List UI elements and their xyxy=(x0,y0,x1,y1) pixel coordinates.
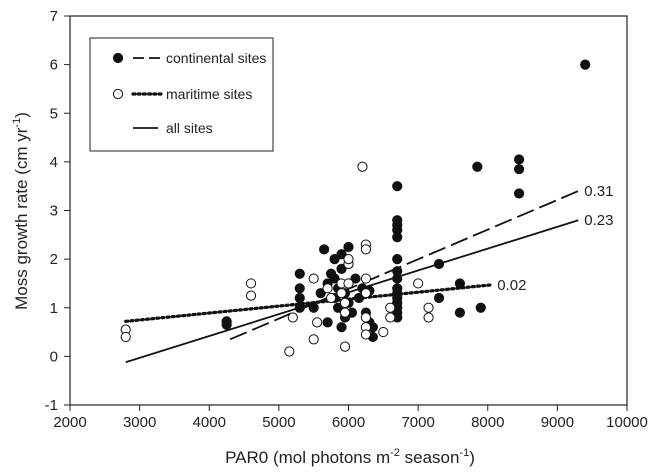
maritime-point xyxy=(339,341,351,352)
maritime-point xyxy=(308,273,319,284)
maritime-point xyxy=(423,302,434,313)
y-tick-label: 3 xyxy=(50,203,58,220)
x-tick-label: 6000 xyxy=(332,414,365,431)
continental-point xyxy=(433,258,445,270)
continental-point xyxy=(329,273,340,284)
maritime-point xyxy=(385,302,396,313)
continental-point xyxy=(315,288,326,299)
continental-point xyxy=(308,302,319,313)
legend: continental sites maritime sites all sites xyxy=(89,37,274,152)
continental-point xyxy=(433,292,445,304)
maritime-point xyxy=(343,278,354,289)
y-axis-title: Moss growth rate (cm yr-1) xyxy=(11,112,31,310)
continental-point xyxy=(513,164,525,175)
continental-point xyxy=(454,307,465,318)
maritime-point xyxy=(245,278,257,289)
legend-marker xyxy=(112,88,124,100)
x-axis-title: PAR0 (mol photons m-2 season-1) xyxy=(225,447,475,467)
legend-label: continental sites xyxy=(166,50,266,66)
maritime-point xyxy=(120,331,131,343)
y-tick-label: 0 xyxy=(50,348,58,365)
continental-point xyxy=(319,244,330,255)
trendline-label: 0.31 xyxy=(584,183,613,200)
x-tick-label: 5000 xyxy=(262,414,295,431)
continental-point xyxy=(513,154,525,165)
x-tick-label: 3000 xyxy=(123,414,156,431)
data-points xyxy=(120,59,591,357)
continental-point xyxy=(454,278,465,289)
continental-point xyxy=(332,302,344,313)
continental-point xyxy=(294,268,305,279)
maritime-point xyxy=(360,329,372,340)
continental-point xyxy=(513,188,525,199)
trendline-labels: 0.31 0.02 0.23 xyxy=(497,183,613,294)
continental-point xyxy=(294,283,305,294)
continental-point xyxy=(343,241,354,253)
continental-point xyxy=(350,273,361,284)
trendlines xyxy=(124,190,579,364)
trendline-solid xyxy=(125,219,579,364)
legend-label: all sites xyxy=(166,120,213,136)
maritime-point xyxy=(339,307,351,318)
y-tick-label: 5 xyxy=(50,105,58,122)
maritime-point xyxy=(308,334,319,345)
x-tick-label: 9000 xyxy=(541,414,574,431)
continental-point xyxy=(336,249,347,260)
axis-ticks: 2000 3000 4000 5000 6000 7000 8000 9000 10000 -1 0… xyxy=(45,8,648,431)
y-tick-label: -1 xyxy=(45,397,58,414)
maritime-point xyxy=(287,312,298,323)
maritime-point xyxy=(325,292,337,304)
continental-point xyxy=(392,181,403,192)
y-tick-label: 4 xyxy=(50,154,58,171)
continental-point xyxy=(322,317,333,328)
maritime-point xyxy=(360,312,372,323)
x-tick-label: 8000 xyxy=(471,414,504,431)
maritime-point xyxy=(245,290,257,301)
continental-point xyxy=(329,254,340,265)
y-tick-label: 7 xyxy=(50,8,58,25)
maritime-point xyxy=(423,312,434,323)
maritime-point xyxy=(360,288,372,299)
y-tick-label: 6 xyxy=(50,57,58,74)
legend-label: maritime sites xyxy=(166,86,252,102)
maritime-point xyxy=(322,283,333,294)
continental-point xyxy=(294,302,305,313)
y-tick-label: 2 xyxy=(50,251,58,268)
continental-point xyxy=(392,273,403,284)
continental-point xyxy=(580,59,591,70)
maritime-point xyxy=(284,346,295,357)
maritime-point xyxy=(360,273,372,284)
continental-point xyxy=(336,322,347,333)
maritime-point xyxy=(336,288,347,299)
continental-point xyxy=(392,254,403,265)
maritime-point xyxy=(360,244,372,255)
x-tick-label: 10000 xyxy=(606,414,648,431)
maritime-point xyxy=(312,317,323,328)
maritime-point xyxy=(339,297,351,308)
trendline-label: 0.23 xyxy=(584,212,613,229)
trendline-label: 0.02 xyxy=(497,277,526,294)
trendline-dashed xyxy=(229,190,579,341)
continental-point xyxy=(294,292,305,304)
maritime-point xyxy=(413,278,424,289)
continental-point xyxy=(353,292,365,304)
trendline-dotted xyxy=(124,283,493,323)
maritime-point xyxy=(378,326,389,338)
continental-point xyxy=(392,232,403,243)
continental-point xyxy=(336,263,347,274)
continental-point xyxy=(472,161,483,172)
x-tick-label: 2000 xyxy=(53,414,86,431)
maritime-point xyxy=(357,161,368,172)
legend-marker xyxy=(112,52,124,64)
x-tick-label: 4000 xyxy=(193,414,226,431)
x-tick-label: 7000 xyxy=(401,414,434,431)
y-tick-label: 1 xyxy=(50,300,58,317)
continental-point xyxy=(221,316,232,327)
maritime-point xyxy=(385,312,396,323)
continental-point xyxy=(475,302,486,313)
maritime-point xyxy=(343,254,354,265)
